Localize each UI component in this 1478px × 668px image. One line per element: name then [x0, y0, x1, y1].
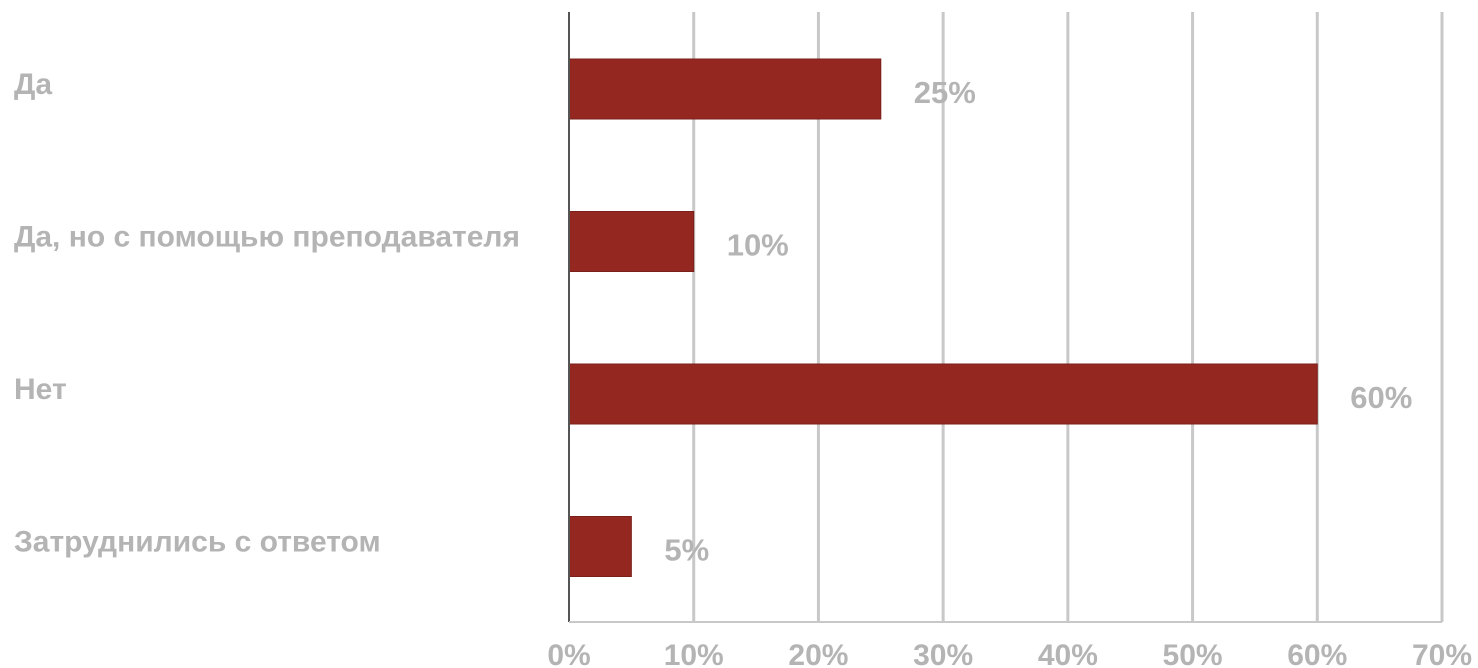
x-tick-label-50: 50% — [1163, 639, 1223, 668]
bars — [568, 58, 1318, 577]
value-label-3: 60% — [1350, 380, 1412, 415]
bar-1 — [568, 58, 882, 120]
bar-4 — [568, 516, 632, 577]
category-label-3: Нет — [14, 373, 67, 406]
x-tick-label-10: 10% — [664, 639, 724, 668]
x-tick-labels: 0% 10% 20% 30% 40% 50% 60% 70% — [547, 639, 1472, 668]
category-label-4: Затруднились с ответом — [14, 525, 381, 558]
x-tick-label-60: 60% — [1287, 639, 1347, 668]
category-label-1: Да — [14, 68, 52, 101]
value-label-2: 10% — [727, 228, 789, 263]
value-label-1: 25% — [914, 75, 976, 110]
category-label-2: Да, но с помощью преподавателя — [14, 220, 520, 253]
value-label-4: 5% — [664, 533, 709, 568]
value-labels: 25% 10% 60% 5% — [664, 75, 1412, 568]
x-tick-label-0: 0% — [547, 639, 590, 668]
bar-2 — [568, 211, 695, 272]
x-tick-label-20: 20% — [788, 639, 848, 668]
category-labels: Да Да, но с помощью преподавателя Нет Затру… — [14, 68, 520, 559]
bar-3 — [568, 363, 1318, 425]
x-tick-label-70: 70% — [1412, 639, 1472, 668]
axes — [568, 12, 1442, 623]
x-tick-label-40: 40% — [1038, 639, 1098, 668]
x-tick-label-30: 30% — [913, 639, 973, 668]
